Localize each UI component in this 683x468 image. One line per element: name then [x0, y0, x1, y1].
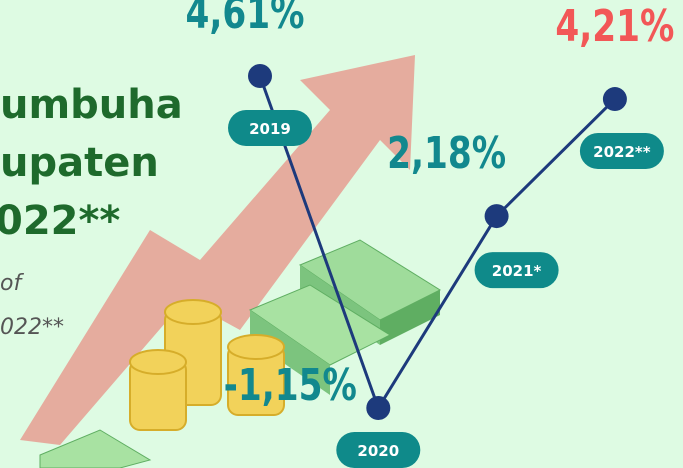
title-line: upaten — [0, 140, 159, 186]
subtitle-line: of — [0, 271, 24, 296]
point — [248, 64, 272, 88]
point — [366, 396, 390, 420]
category-label: 2019 — [249, 120, 291, 138]
value-label: 4,61% — [185, 0, 304, 39]
category-label: 2020 — [357, 442, 399, 460]
title-line: 022** — [0, 198, 120, 244]
title-line: umbuha — [0, 82, 183, 128]
subtitle-line: 022** — [0, 315, 64, 340]
infographic: umbuha upaten 022** of 022** 4,61% 2019 -1… — [0, 0, 683, 468]
value-label: 2,18% — [387, 128, 506, 179]
value-label: -1,15% — [224, 360, 357, 411]
point — [603, 87, 627, 111]
category-label: 2022** — [593, 143, 651, 161]
point — [485, 204, 509, 228]
category-label: 2021* — [492, 262, 542, 280]
value-label: 4,21% — [555, 1, 674, 52]
